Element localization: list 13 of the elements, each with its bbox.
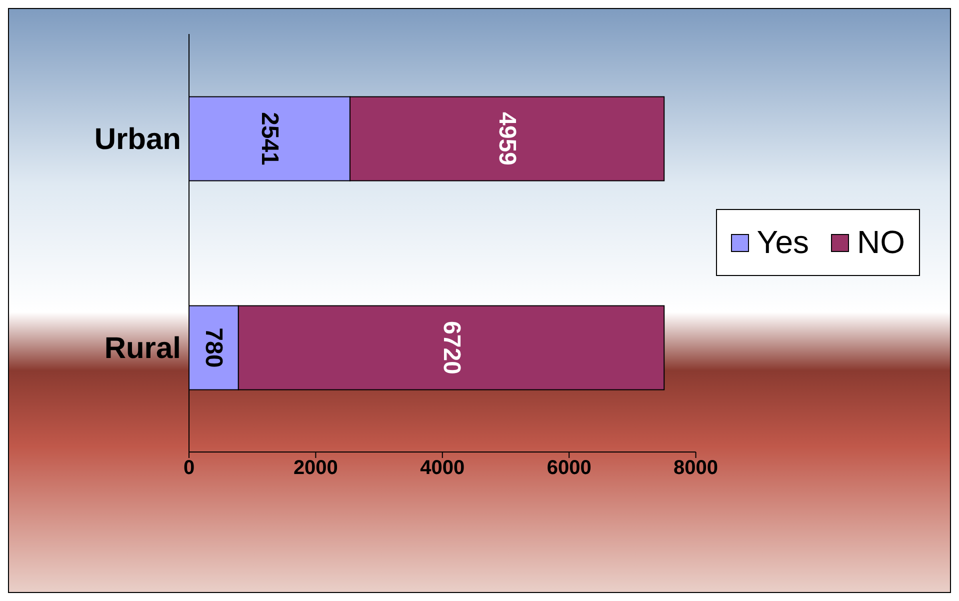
legend-label: NO	[857, 224, 905, 261]
data-label: 780	[200, 328, 228, 368]
x-tick-label: 4000	[420, 457, 465, 480]
data-label: 2541	[256, 112, 283, 166]
legend-label: Yes	[756, 224, 809, 261]
x-tick-label: 8000	[674, 457, 718, 480]
x-tick-label: 0	[183, 457, 195, 480]
y-tick-label: Rural	[104, 332, 181, 366]
data-label: 6720	[438, 321, 465, 374]
y-tick-label: Urban	[94, 123, 181, 156]
data-label: 4959	[494, 112, 521, 166]
x-tick-label: 2000	[293, 457, 338, 480]
x-tick-label: 6000	[546, 457, 592, 480]
